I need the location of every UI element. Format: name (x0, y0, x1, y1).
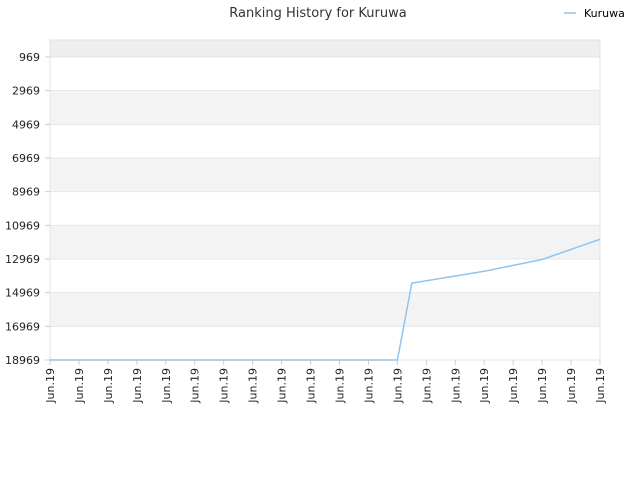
y-axis: 969 2969 4969 6969 8969 10969 12969 14969 16969 1… (5, 51, 50, 367)
x-tick-label: Jun.19 (276, 368, 289, 404)
x-tick-label: Jun.19 (102, 368, 115, 404)
x-tick-label: Jun.19 (247, 368, 260, 404)
x-tick-label: Jun.19 (449, 368, 462, 404)
plot-band (50, 40, 600, 57)
y-tick-label: 969 (19, 51, 40, 64)
x-tick-label: Jun.19 (218, 368, 231, 404)
y-tick-label: 10969 (5, 219, 40, 232)
plot-band (50, 57, 600, 91)
x-tick-label: Jun.19 (333, 368, 346, 404)
x-tick-label: Jun.19 (362, 368, 375, 404)
plot-band (50, 326, 600, 360)
y-tick-label: 14969 (5, 287, 40, 300)
x-tick-label: Jun.19 (44, 368, 57, 404)
x-tick-label: Jun.19 (391, 368, 404, 404)
legend-label-kuruwa: Kuruwa (584, 7, 625, 20)
plot-band (50, 90, 600, 125)
y-tick-label: 2969 (12, 85, 40, 98)
legend[interactable]: Kuruwa (564, 7, 625, 20)
x-tick-label: Jun.19 (305, 368, 318, 404)
x-tick-label: Jun.19 (478, 368, 491, 404)
x-tick-label: Jun.19 (565, 368, 578, 404)
x-tick-label: Jun.19 (536, 368, 549, 404)
x-tick-label: Jun.19 (420, 368, 433, 404)
y-tick-label: 16969 (5, 320, 40, 333)
plot-band (50, 259, 600, 293)
y-tick-label: 4969 (12, 118, 40, 131)
plot-band (50, 191, 600, 226)
x-tick-label: Jun.19 (131, 368, 144, 404)
chart-title: Ranking History for Kuruwa (229, 6, 406, 21)
x-tick-label: Jun.19 (160, 368, 173, 404)
x-tick-label: Jun.19 (189, 368, 202, 404)
x-tick-label: Jun.19 (594, 368, 607, 404)
x-tick-label: Jun.19 (73, 368, 86, 404)
plot-band (50, 225, 600, 259)
y-tick-label: 12969 (5, 253, 40, 266)
plot-band (50, 158, 600, 192)
y-tick-label: 18969 (5, 354, 40, 367)
x-tick-label: Jun.19 (507, 368, 520, 404)
series-layer (50, 238, 601, 361)
plot-bands (49, 39, 601, 361)
x-axis: Jun.19 Jun.19 Jun.19 Jun.19 Jun.19 Jun.19 Jun.… (44, 360, 607, 404)
plot-band (50, 292, 600, 327)
series-line-kuruwa (50, 238, 601, 361)
y-tick-label: 8969 (12, 186, 40, 199)
plot-band (50, 124, 600, 158)
y-tick-label: 6969 (12, 152, 40, 165)
